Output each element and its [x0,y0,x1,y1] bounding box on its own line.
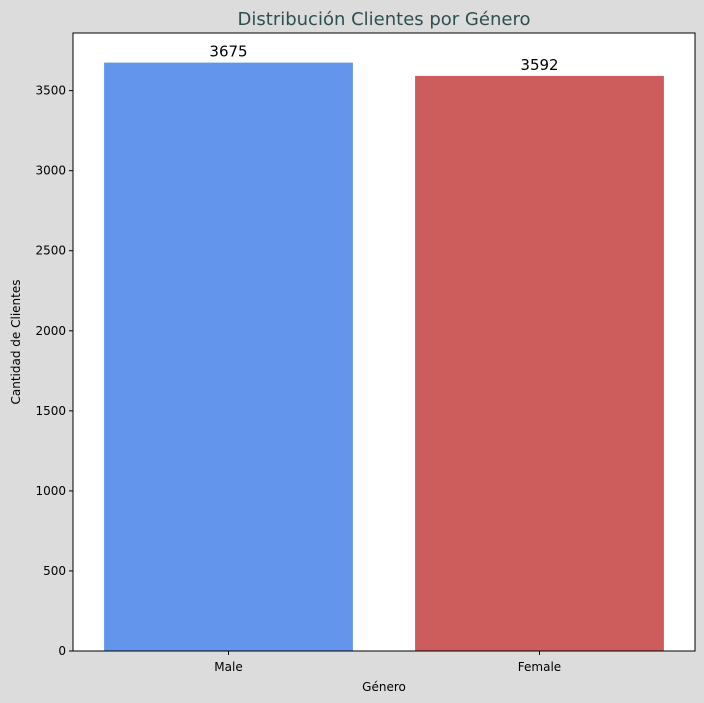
y-tick-label: 3000 [35,164,66,178]
x-tick-label: Female [518,660,561,674]
y-tick-label: 500 [43,564,66,578]
bar-female [415,75,664,651]
y-axis-ticks: 0 500 1000 1500 2000 2500 3000 3500 [35,84,73,658]
y-tick-label: 1500 [35,404,66,418]
bars [104,62,664,652]
y-tick-label: 2000 [35,324,66,338]
x-axis-ticks: Male Female [214,651,561,674]
x-axis-label: Género [362,680,406,694]
bar-data-labels: 3675 3592 [209,43,558,74]
bar-male [104,62,353,652]
plot-frame [72,32,696,652]
y-tick-label: 2500 [35,244,66,258]
y-axis-label: Cantidad de Clientes [9,280,23,405]
chart-title: Distribución Clientes por Género [238,9,531,30]
bar-value-label: 3592 [520,56,558,74]
y-tick-label: 0 [58,644,66,658]
y-tick-label: 3500 [35,84,66,98]
x-tick-label: Male [214,660,242,674]
y-tick-label: 1000 [35,484,66,498]
bar-value-label: 3675 [209,43,247,61]
